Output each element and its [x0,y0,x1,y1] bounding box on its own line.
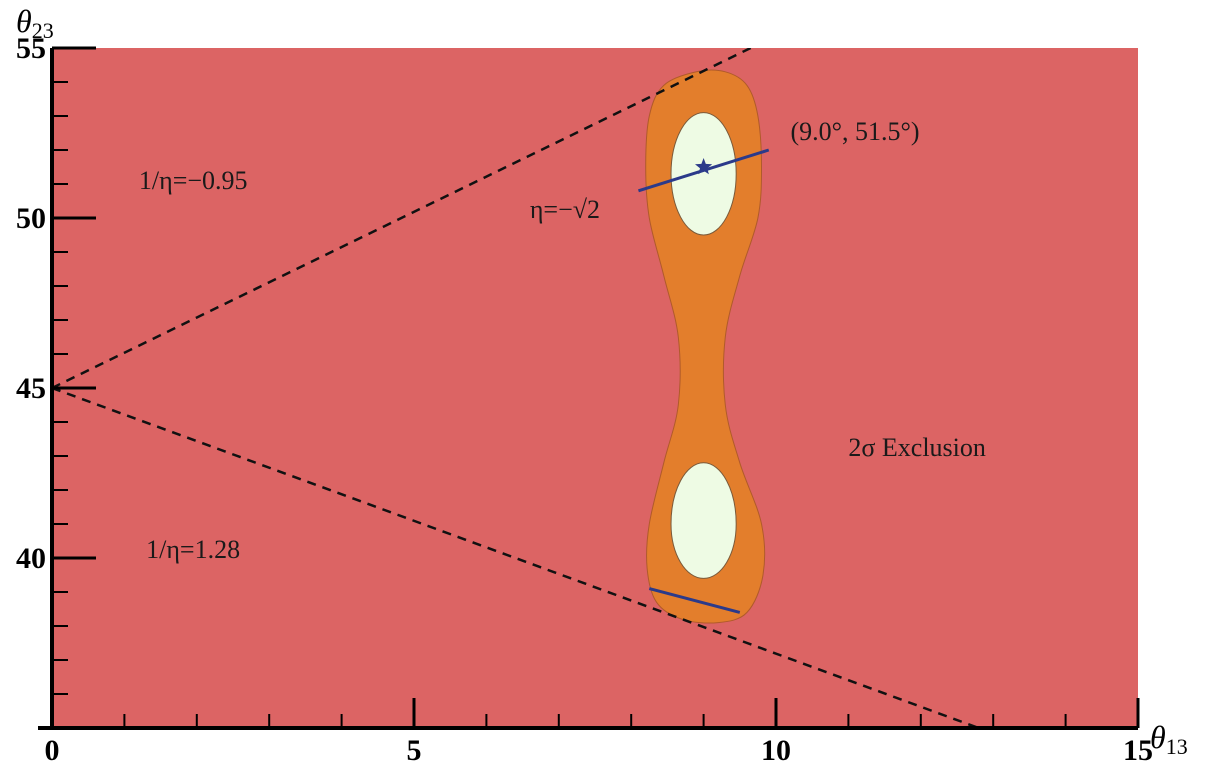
x-tick-label: 0 [45,734,60,767]
y-tick-label: 50 [16,202,46,235]
annotation-label: 1/η=−0.95 [139,166,248,195]
y-axis-label: θ23 [16,3,54,43]
dashed-line-2 [52,386,980,728]
best-fit-star [695,158,713,175]
tick-labels: 0 5 10 15 40 45 50 55 [16,32,1153,767]
x-tick-label: 5 [407,734,422,767]
x-tick-label: 10 [761,734,791,767]
annotation-label: (9.0°, 51.5°) [790,117,919,146]
allowed-region-1sigma-2 [670,462,737,579]
annotations: 1/η=−0.95 1/η=1.28 η=−√2 (9.0°, 51.5°) 2σ Ex… [139,117,986,564]
eta-line-4 [648,587,741,614]
x-axis-label: θ13 [1150,719,1188,759]
annotation-label: 2σ Exclusion [848,433,986,462]
annotation-label: 1/η=1.28 [146,535,240,564]
y-tick-label: 40 [16,542,46,575]
dashed-line-1 [52,48,752,390]
axis-ticks [38,46,1140,730]
allowed-region-1sigma-1 [670,112,737,236]
plot-area [52,48,1138,728]
y-tick-label: 55 [16,32,46,65]
y-tick-label: 45 [16,372,46,405]
annotation-label: η=−√2 [530,195,600,224]
allowed-region-2sigma [645,69,766,624]
x-tick-label: 15 [1123,734,1153,767]
exclusion-region [52,48,1138,728]
